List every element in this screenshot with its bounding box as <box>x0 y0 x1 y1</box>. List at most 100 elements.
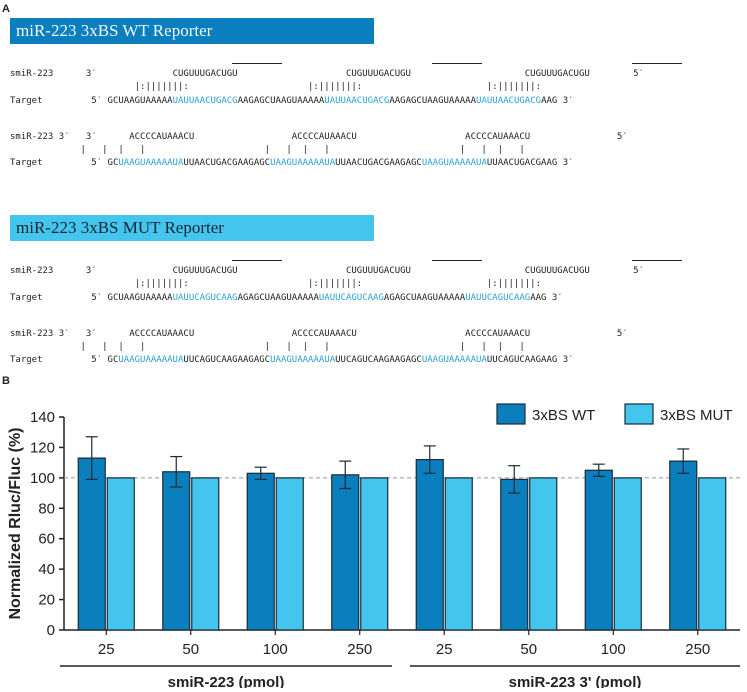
mirna-sequence: 3′ CUGUUUGACUGU CUGUUUGACUGU CUGUUUGACUG… <box>53 266 644 276</box>
target-sequence: AAGAGCUAAGUAAAAA <box>389 96 477 106</box>
target-sequence: AAG 3′ <box>530 293 563 303</box>
target-sequence: UUAACUGACGAAG 3′ <box>486 158 574 168</box>
group-label: smiR-223 (pmol) <box>168 674 285 688</box>
legend-swatch-wt <box>496 403 526 425</box>
wt-b1-mirna-row: smiR-223 3′ CUGUUUGACUGU CUGUUUGACUGU CU… <box>10 69 644 80</box>
wt-b1-target-row: Target 5′ GCUAAGUAAAAAUAUUAACUGACGAAGAGC… <box>10 96 574 107</box>
legend-label-wt: 3xBS WT <box>532 407 595 424</box>
bar-chart: 0 20 40 60 80 100 120 140 Normalized Rluc/Fluc (… <box>7 403 740 688</box>
y-tick-label: 100 <box>30 470 55 487</box>
wt-b1-pair-row: |:|||||||: |:|||||||: |:|||||||: <box>10 82 542 92</box>
bar-mut <box>529 477 558 631</box>
mut-b2-target-row: Target 5′ GCUAAGUAAAAAUAUUCAGUCAAGAAGAGC… <box>10 355 574 366</box>
target-sequence: 5′ GCUAAGUAAAAA <box>42 96 173 106</box>
y-tick-label: 60 <box>38 531 55 548</box>
wt-b2-pair-row: | | | | | | | | | | | | <box>10 145 525 155</box>
target-sequence: UUCAGUCAAGAAGAGC <box>335 355 422 365</box>
target-sequence: UUCAGUCAAGAAGAGC <box>183 355 271 365</box>
mirna-label: smiR-223 3′ <box>10 132 70 142</box>
target-sequence: 5′ GC <box>42 158 119 168</box>
x-tick-label: 250 <box>347 641 372 658</box>
binding-site-sequence: UAAGUAAAAAUA <box>421 355 487 365</box>
mirna-label: smiR-223 3′ <box>10 329 70 339</box>
binding-site-sequence: UAUUCAGUCAAG <box>172 293 238 303</box>
bar-mut <box>444 477 473 631</box>
panel-b-letter: B <box>2 375 10 387</box>
target-label: Target <box>10 293 43 303</box>
bar-wt <box>415 458 444 631</box>
binding-site-sequence: UAUUCAGUCAAG <box>465 293 531 303</box>
y-axis-title: Normalized Rluc/Fluc (%) <box>7 427 24 619</box>
x-tick-label: 50 <box>182 641 199 658</box>
binding-site-sequence: UAAGUAAAAAUA <box>118 355 184 365</box>
target-sequence: 5′ GCUAAGUAAAAA <box>42 293 173 303</box>
binding-site-sequence: UAUUAACUGACG <box>172 96 238 106</box>
x-tick-label: 25 <box>98 641 115 658</box>
mirna-sequence: 3′ ACCCCAUAAACU ACCCCAUAAACU ACCCCAUAAAC… <box>69 132 628 142</box>
wt-b2-target-row: Target 5′ GCUAAGUAAAAAUAUUAACUGACGAAGAGC… <box>10 158 574 169</box>
wt-reporter-banner: miR-223 3xBS WT Reporter <box>10 18 374 44</box>
wt-b2-mirna-row: smiR-223 3′ 3′ ACCCCAUAAACU ACCCCAUAAACU… <box>10 132 628 143</box>
y-tick-label: 0 <box>47 622 55 639</box>
seed-overline <box>632 260 682 261</box>
panel-a-letter: A <box>2 3 10 15</box>
bar-wt <box>500 478 529 631</box>
mut-b2-mirna-row: smiR-223 3′ 3′ ACCCCAUAAACU ACCCCAUAAACU… <box>10 329 628 340</box>
binding-site-sequence: UAUUCAGUCAAG <box>318 293 384 303</box>
bar-mut <box>106 477 135 631</box>
x-tick-label: 100 <box>263 641 288 658</box>
target-sequence: 5′ GC <box>42 355 119 365</box>
x-tick-label: 100 <box>601 641 626 658</box>
bar-mut <box>275 477 304 631</box>
bar-mut <box>613 477 642 631</box>
target-sequence: AAG 3′ <box>541 96 574 106</box>
group-label: smiR-223 3' (pmol) <box>509 674 642 688</box>
y-tick-label: 40 <box>38 561 55 578</box>
seed-overline <box>232 260 282 261</box>
binding-site-sequence: UAUUAACUGACG <box>476 96 542 106</box>
mirna-sequence: 3′ CUGUUUGACUGU CUGUUUGACUGU CUGUUUGACUG… <box>53 69 644 79</box>
binding-site-sequence: UAAGUAAAAAUA <box>421 158 487 168</box>
y-tick-label: 120 <box>30 439 55 456</box>
bar-wt <box>162 471 191 631</box>
mut-b1-target-row: Target 5′ GCUAAGUAAAAAUAUUCAGUCAAGAGAGCU… <box>10 293 563 304</box>
target-sequence: AGAGCUAAGUAAAAA <box>237 293 319 303</box>
binding-site-sequence: UAAGUAAAAAUA <box>270 158 336 168</box>
bar-wt <box>331 474 360 631</box>
mut-b2-pair-row: | | | | | | | | | | | | <box>10 342 525 352</box>
bar-mut <box>191 477 220 631</box>
mirna-sequence: 3′ ACCCCAUAAACU ACCCCAUAAACU ACCCCAUAAAC… <box>69 329 628 339</box>
x-tick-label: 50 <box>520 641 537 658</box>
mut-reporter-banner: miR-223 3xBS MUT Reporter <box>10 215 374 241</box>
seed-overline <box>432 260 482 261</box>
target-label: Target <box>10 355 43 365</box>
bar-wt <box>669 460 698 631</box>
x-tick-label: 250 <box>685 641 710 658</box>
binding-site-sequence: UAAGUAAAAAUA <box>118 158 184 168</box>
bar-wt <box>246 472 275 631</box>
mut-b1-pair-row: |:|||||||: |:|||||||: |:|||||||: <box>10 279 542 289</box>
bar-wt <box>584 469 613 631</box>
binding-site-sequence: UAUUAACUGACG <box>324 96 390 106</box>
target-sequence: UUAACUGACGAAGAGC <box>335 158 422 168</box>
mut-b1-mirna-row: smiR-223 3′ CUGUUUGACUGU CUGUUUGACUGU CU… <box>10 266 644 277</box>
mirna-label: smiR-223 <box>10 266 54 276</box>
seed-overline <box>432 63 482 64</box>
target-label: Target <box>10 96 43 106</box>
y-tick-label: 20 <box>38 592 55 609</box>
seed-overline <box>232 63 282 64</box>
bar-mut <box>698 477 727 631</box>
bar-wt <box>77 457 106 631</box>
bar-mut <box>360 477 389 631</box>
target-sequence: AAGAGCUAAGUAAAAA <box>237 96 325 106</box>
target-label: Target <box>10 158 43 168</box>
legend-label-mut: 3xBS MUT <box>660 407 733 424</box>
target-sequence: AGAGCUAAGUAAAAA <box>383 293 466 303</box>
y-tick-label: 140 <box>30 409 55 426</box>
mirna-label: smiR-223 <box>10 69 54 79</box>
y-tick-label: 80 <box>38 500 55 517</box>
target-sequence: UUCAGUCAAGAAG 3′ <box>486 355 574 365</box>
legend-swatch-mut <box>624 403 654 425</box>
binding-site-sequence: UAAGUAAAAAUA <box>270 355 336 365</box>
x-tick-label: 25 <box>436 641 453 658</box>
